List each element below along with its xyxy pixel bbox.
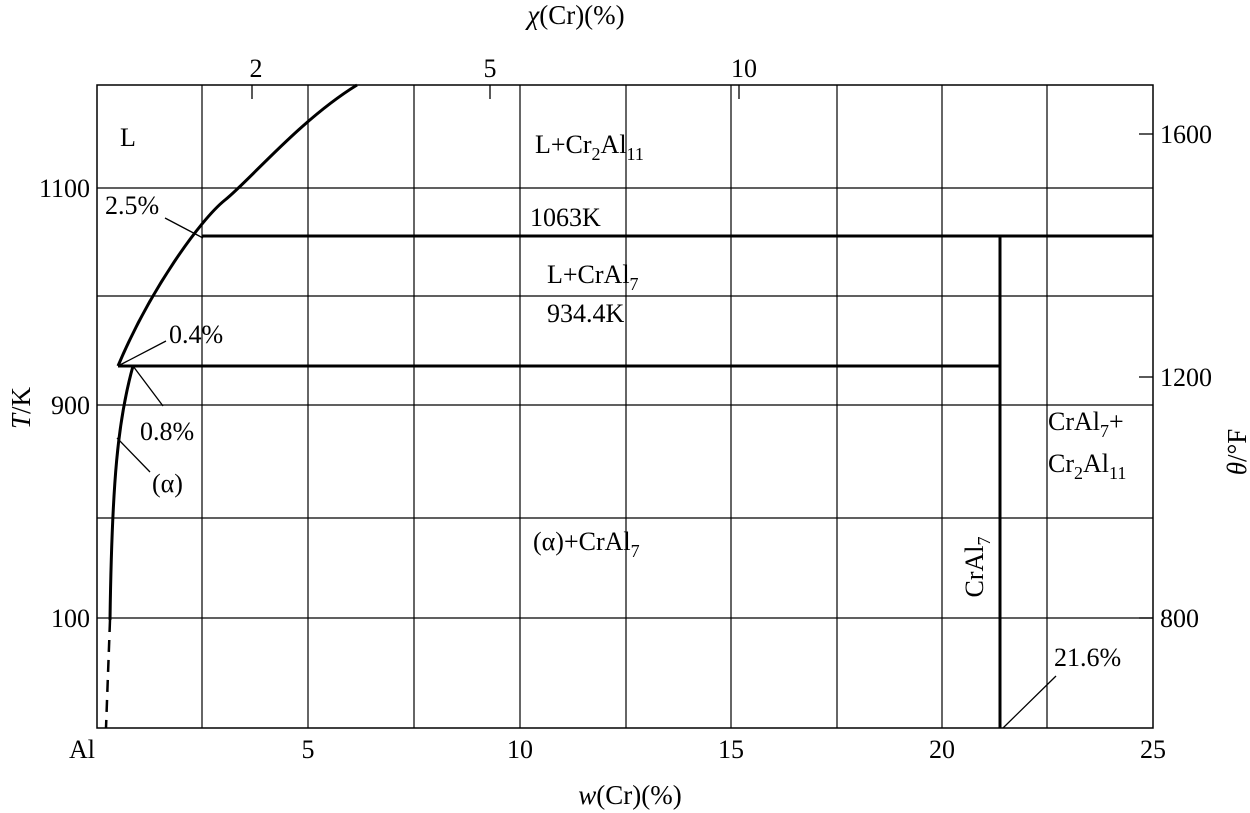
solvus-dashed xyxy=(104,619,112,729)
bottom-axis-title: w(Cr)(%) xyxy=(578,780,681,810)
right-tick-label: 800 xyxy=(1160,604,1199,633)
comp-label-0-4: 0.4% xyxy=(169,320,223,349)
right-tick-label: 1200 xyxy=(1160,363,1212,392)
comp-label-2-5: 2.5% xyxy=(105,191,159,220)
temp-label-934k: 934.4K xyxy=(547,299,625,328)
origin-label: Al xyxy=(69,735,95,764)
bottom-tick-label: 5 xyxy=(302,735,315,764)
left-axis-title: T/K xyxy=(6,386,36,429)
comp-label-21-6: 21.6% xyxy=(1054,643,1121,672)
left-tick-label: 100 xyxy=(51,604,90,633)
plot-frame xyxy=(96,84,1154,729)
top-axis-title: χ(Cr)(%) xyxy=(524,0,624,30)
top-tick-label: 5 xyxy=(484,54,497,83)
comp-label-0-8: 0.8% xyxy=(140,417,194,446)
grid xyxy=(97,85,1153,728)
bottom-tick-label: 15 xyxy=(718,735,744,764)
cral7-vertical-label: CrAl7 xyxy=(960,537,994,598)
region-label-cral7-cr2al11: CrAl7+ xyxy=(1048,407,1124,441)
phase-boundaries xyxy=(104,83,1153,729)
region-label-l-cral7: L+CrAl7 xyxy=(547,260,639,294)
bottom-tick-label: 10 xyxy=(507,735,533,764)
temp-label-1063k: 1063K xyxy=(530,203,601,232)
right-tick-label: 1600 xyxy=(1160,120,1212,149)
bottom-tick-label: 25 xyxy=(1140,735,1166,764)
solvus-curve xyxy=(108,365,135,621)
region-label-cral7-cr2al11-line2: Cr2Al11 xyxy=(1048,449,1126,483)
leader-lines xyxy=(116,217,1057,729)
region-label-alpha: (α) xyxy=(152,469,183,498)
left-tick-label: 1100 xyxy=(39,174,90,203)
region-label-alpha-cral7: (α)+CrAl7 xyxy=(533,527,640,561)
region-label-liquid: L xyxy=(120,123,136,152)
left-tick-label: 900 xyxy=(51,391,90,420)
right-axis-title: θ/°F xyxy=(1222,429,1250,476)
bottom-tick-label: 20 xyxy=(929,735,955,764)
liquidus-curve xyxy=(116,83,358,367)
top-tick-label: 2 xyxy=(250,54,263,83)
top-tick-label: 10 xyxy=(731,54,757,83)
tick-marks xyxy=(251,85,1153,619)
region-label-l-cr2al11: L+Cr2Al11 xyxy=(535,130,644,164)
